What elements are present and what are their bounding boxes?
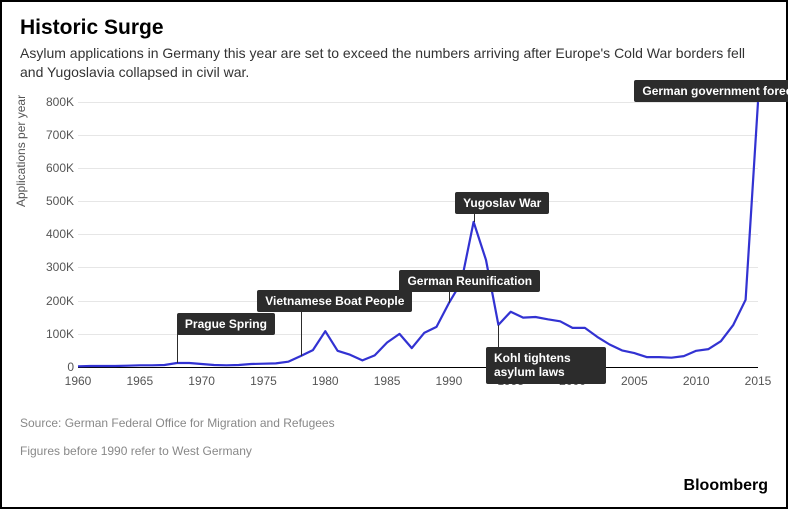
x-tick-label: 1975: [250, 374, 277, 388]
annotation-leader: [301, 310, 302, 356]
chart-area: Applications per year 0100K200K300K400K5…: [20, 92, 770, 402]
x-tick-label: 1985: [374, 374, 401, 388]
annotation-label: German government forecasts a record thi…: [634, 80, 788, 102]
chart-subtitle: Asylum applications in Germany this year…: [20, 44, 760, 82]
plot-region: Prague SpringVietnamese Boat PeopleGerma…: [78, 102, 758, 367]
y-tick-label: 200K: [46, 294, 74, 308]
annotation-label: Vietnamese Boat People: [257, 290, 412, 312]
footnote-text: Figures before 1990 refer to West German…: [20, 444, 768, 458]
x-tick-label: 1965: [126, 374, 153, 388]
y-tick-label: 400K: [46, 227, 74, 241]
y-tick-label: 800K: [46, 95, 74, 109]
annotation-label: Yugoslav War: [455, 192, 549, 214]
y-tick-label: 100K: [46, 327, 74, 341]
x-tick-label: 1990: [436, 374, 463, 388]
annotation-leader: [177, 333, 178, 362]
y-tick-label: 600K: [46, 161, 74, 175]
annotation-label: Prague Spring: [177, 313, 275, 335]
x-tick-label: 2015: [745, 374, 772, 388]
x-tick-label: 1970: [188, 374, 215, 388]
annotation-leader: [449, 290, 450, 303]
x-axis-line: [78, 367, 758, 368]
source-text: Source: German Federal Office for Migrat…: [20, 416, 768, 430]
annotation-label: Kohl tightens asylum laws: [486, 347, 606, 384]
chart-title: Historic Surge: [20, 16, 768, 40]
y-tick-label: 700K: [46, 128, 74, 142]
y-tick-label: 300K: [46, 260, 74, 274]
y-tick-label: 0: [67, 360, 74, 374]
x-tick-label: 2010: [683, 374, 710, 388]
y-axis-label: Applications per year: [14, 95, 28, 207]
x-tick-label: 2005: [621, 374, 648, 388]
brand-logo: Bloomberg: [684, 477, 768, 495]
x-tick-label: 1960: [65, 374, 92, 388]
x-tick-label: 1980: [312, 374, 339, 388]
y-tick-label: 500K: [46, 194, 74, 208]
annotation-label: German Reunification: [399, 270, 540, 292]
chart-card: Historic Surge Asylum applications in Ge…: [0, 0, 788, 509]
annotation-leader: [498, 325, 499, 347]
